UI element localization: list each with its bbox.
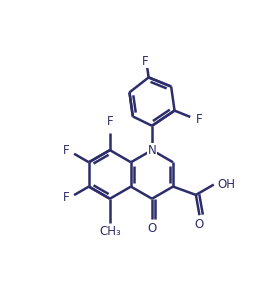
Text: O: O	[147, 222, 157, 235]
Text: F: F	[62, 192, 69, 205]
Text: F: F	[107, 115, 113, 128]
Text: OH: OH	[217, 178, 235, 191]
Text: F: F	[196, 113, 202, 126]
Text: F: F	[62, 144, 69, 157]
Text: F: F	[142, 55, 149, 68]
Text: O: O	[195, 218, 204, 231]
Text: N: N	[148, 144, 156, 157]
Text: CH₃: CH₃	[99, 225, 121, 238]
